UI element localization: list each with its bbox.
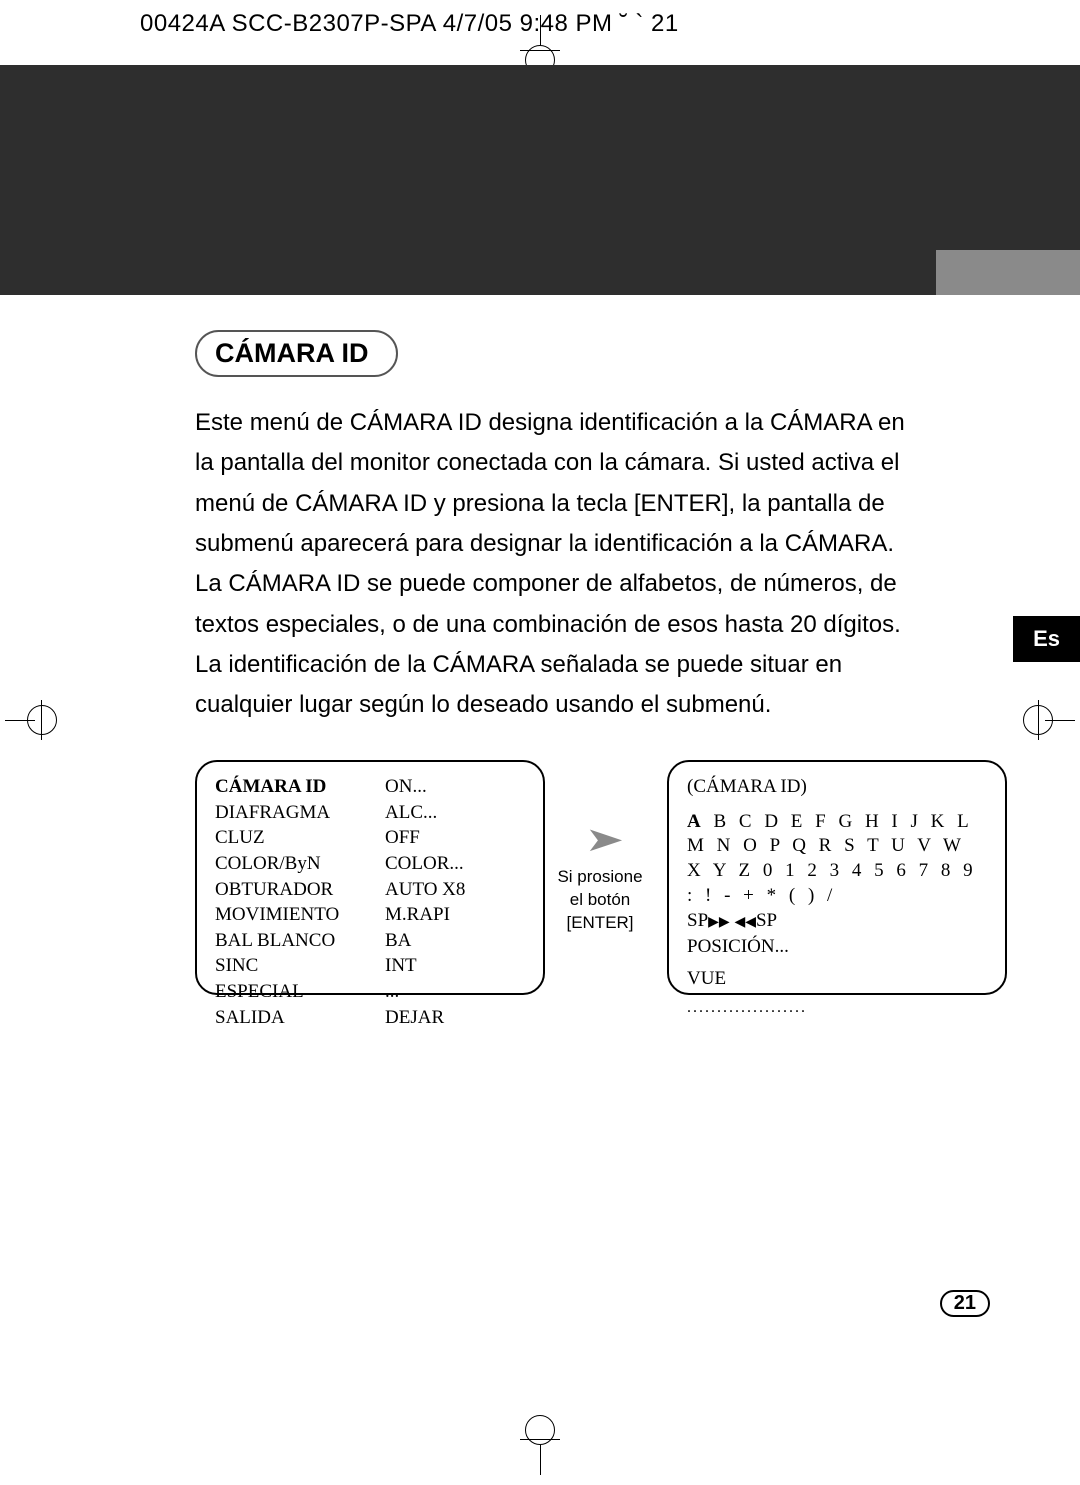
- main-content: CÁMARA ID Este menú de CÁMARA ID designa…: [195, 330, 915, 726]
- main-menu-panel: CÁMARA IDON... DIAFRAGMAALC... CLUZOFF C…: [195, 760, 545, 995]
- arrow-line: Si prosione: [557, 867, 642, 886]
- body-para-1: Este menú de CÁMARA ID designa identific…: [195, 409, 905, 557]
- menu-value: INT: [385, 953, 417, 979]
- body-text: Este menú de CÁMARA ID designa identific…: [195, 403, 915, 726]
- body-para-2: La CÁMARA ID se puede componer de alfabe…: [195, 570, 901, 637]
- section-title: CÁMARA ID: [195, 330, 398, 377]
- submenu-panel: (CÁMARA ID) A B C D E F G H I J K L M N …: [667, 760, 1007, 995]
- menu-label: SALIDA: [215, 1005, 385, 1031]
- position-line: POSICIÓN...: [687, 934, 987, 960]
- menu-value: COLOR...: [385, 851, 464, 877]
- menu-row: MOVIMIENTOM.RAPI: [215, 902, 525, 928]
- menu-label: MOVIMIENTO: [215, 902, 385, 928]
- menu-value: OFF: [385, 825, 420, 851]
- char-row: X Y Z 0 1 2 3 4 5 6 7 8 9: [687, 859, 987, 884]
- menu-label: COLOR/ByN: [215, 851, 385, 877]
- print-header: 00424A SCC-B2307P-SPA 4/7/05 9:48 PM ˘ `…: [140, 10, 679, 38]
- char-row: : ! - + * ( ) /: [687, 884, 987, 909]
- sp-line: SP▶▶ ◀◀SP: [687, 908, 987, 934]
- crop-mark-bottom: [520, 1415, 560, 1475]
- menu-value: AUTO X8: [385, 877, 465, 903]
- menu-label: ESPECIAL: [215, 979, 385, 1005]
- body-para-3: La identificación de la CÁMARA señalada …: [195, 651, 842, 718]
- page-number: 21: [940, 1290, 990, 1317]
- menu-row: SALIDADEJAR: [215, 1005, 525, 1031]
- char-row: M N O P Q R S T U V W: [687, 834, 987, 859]
- submenu-title: (CÁMARA ID): [687, 774, 987, 800]
- menu-row: CÁMARA IDON...: [215, 774, 525, 800]
- menu-label: CLUZ: [215, 825, 385, 851]
- menu-row: ESPECIAL...: [215, 979, 525, 1005]
- menu-value: BA: [385, 928, 411, 954]
- crop-mark-right: [1015, 700, 1075, 740]
- arrow-text: Si prosione el botón [ENTER]: [557, 866, 642, 935]
- arrow-line: [ENTER]: [566, 913, 633, 932]
- menu-row: BAL BLANCOBA: [215, 928, 525, 954]
- menu-label: SINC: [215, 953, 385, 979]
- menu-value: ...: [385, 979, 399, 1005]
- menu-label: OBTURADOR: [215, 877, 385, 903]
- menu-value: ON...: [385, 774, 427, 800]
- menu-value: ALC...: [385, 800, 437, 826]
- header-bar-light: [936, 250, 1080, 295]
- menu-panels: CÁMARA IDON... DIAFRAGMAALC... CLUZOFF C…: [195, 760, 1007, 995]
- menu-label: BAL BLANCO: [215, 928, 385, 954]
- crop-mark-left: [5, 700, 65, 740]
- arrow-area: ➤ Si prosione el botón [ENTER]: [545, 820, 655, 935]
- menu-row: COLOR/ByNCOLOR...: [215, 851, 525, 877]
- dots-line: . . . . . . . . . . . . . . . . . . . .: [687, 997, 987, 1019]
- menu-row: OBTURADORAUTO X8: [215, 877, 525, 903]
- vue-line: VUE: [687, 966, 987, 992]
- menu-label: DIAFRAGMA: [215, 800, 385, 826]
- menu-row: DIAFRAGMAALC...: [215, 800, 525, 826]
- header-bar-dark: [0, 65, 1080, 295]
- menu-row: CLUZOFF: [215, 825, 525, 851]
- language-tab: Es: [1013, 616, 1080, 662]
- char-row: A B C D E F G H I J K L: [687, 810, 987, 835]
- arrow-line: el botón: [570, 890, 631, 909]
- arrow-right-icon: ➤: [584, 820, 616, 860]
- menu-value: M.RAPI: [385, 902, 450, 928]
- menu-row: SINCINT: [215, 953, 525, 979]
- menu-label: CÁMARA ID: [215, 774, 385, 800]
- menu-value: DEJAR: [385, 1005, 444, 1031]
